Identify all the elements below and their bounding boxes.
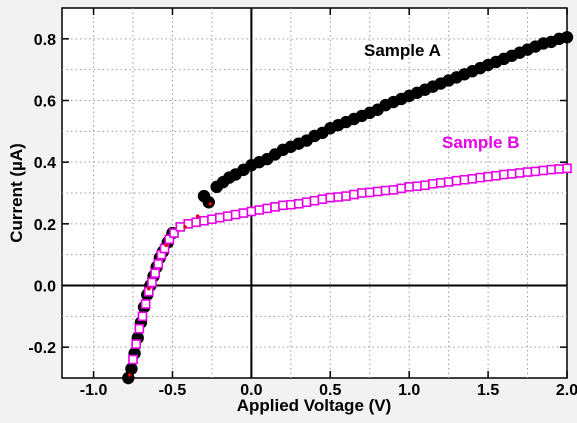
sample-b-point	[137, 311, 148, 322]
sample-b-point	[380, 185, 391, 196]
sample-b-point	[467, 174, 478, 184]
sample-b-point	[150, 268, 160, 278]
series-1	[128, 163, 572, 365]
sample-b-point	[317, 194, 328, 204]
sample-b-point	[254, 205, 265, 215]
sample-b-point	[364, 187, 375, 198]
sample-b-point	[435, 178, 446, 188]
sample-a-point	[125, 362, 138, 375]
sample-b-point	[562, 163, 572, 174]
connector-point	[164, 243, 168, 248]
sample-b-point	[428, 178, 438, 189]
sample-b-point	[309, 195, 320, 206]
connector-point	[208, 201, 213, 206]
sample-a-point	[202, 196, 215, 209]
sample-b-point	[420, 180, 430, 191]
tick-labels: -1.0 -0.5 0.0 0.5 1.0 1.5 2.0 -0.2 0.0 0.2 0.4 0.6 0…	[28, 32, 577, 399]
sample-b-point	[128, 354, 138, 365]
series-label-sample-a: Sample A	[364, 41, 441, 60]
x-tick-label: 0.5	[319, 382, 341, 399]
sample-b-point	[286, 199, 296, 210]
x-tick-label: 0.0	[240, 382, 262, 399]
sample-b-point	[514, 168, 525, 178]
sample-b-point	[499, 169, 509, 180]
sample-b-point	[443, 177, 454, 187]
x-tick-label: 2.0	[556, 382, 577, 399]
sample-b-point	[215, 212, 225, 223]
sample-b-point	[333, 192, 343, 202]
y-tick-label: 0.8	[34, 32, 56, 49]
sample-b-point	[396, 183, 407, 194]
sample-b-point	[169, 228, 179, 238]
x-tick-label: 1.0	[398, 382, 420, 399]
connector-point	[146, 286, 151, 291]
sample-b-point	[538, 165, 549, 176]
y-tick-label: 0.4	[34, 155, 56, 172]
sample-b-point	[404, 182, 414, 192]
data-series	[122, 31, 574, 385]
sample-b-point	[262, 203, 272, 214]
sample-b-point	[140, 299, 151, 309]
y-tick-label: -0.2	[28, 340, 56, 357]
sample-b-point	[459, 174, 470, 185]
sample-b-point	[207, 214, 217, 225]
sample-b-point	[491, 170, 501, 181]
sample-b-point	[278, 200, 288, 211]
x-axis-label: Applied Voltage (V)	[237, 396, 392, 415]
sample-b-point	[199, 215, 209, 226]
y-tick-label: 0.6	[34, 94, 56, 111]
connector-point	[183, 225, 187, 229]
sample-b-point	[238, 208, 249, 218]
x-tick-label: -0.5	[159, 382, 187, 399]
sample-b-point	[357, 188, 367, 198]
sample-b-point	[388, 185, 399, 195]
sample-b-point	[522, 167, 533, 177]
sample-b-point	[222, 211, 233, 221]
grid	[62, 8, 567, 378]
sample-b-point	[293, 198, 304, 209]
sample-b-point	[147, 277, 157, 288]
y-tick-label: 0.2	[34, 217, 56, 234]
connector-point	[195, 214, 200, 218]
y-axis-label: Current (µA)	[7, 143, 26, 243]
sample-b-point	[153, 259, 164, 269]
sample-b-point	[554, 164, 564, 174]
sample-b-point	[159, 243, 170, 254]
sample-b-point	[483, 171, 493, 182]
connector-point	[128, 373, 132, 377]
sample-b-point	[372, 186, 383, 197]
x-tick-label: -1.0	[80, 382, 108, 399]
sample-b-point	[175, 222, 186, 232]
sample-b-point	[451, 175, 462, 186]
sample-b-point	[246, 206, 257, 217]
axis-ticks	[62, 8, 568, 378]
sample-b-point	[412, 181, 422, 192]
sample-a-point	[560, 31, 574, 44]
series-2	[128, 201, 213, 377]
sample-b-point	[530, 166, 541, 177]
sample-b-point	[301, 197, 312, 208]
sample-b-point	[475, 172, 486, 183]
y-tick-label: 0.0	[34, 279, 56, 296]
sample-b-point	[134, 323, 145, 334]
sample-b-point	[506, 169, 517, 179]
x-tick-label: 1.5	[477, 382, 499, 399]
series-label-sample-b: Sample B	[442, 133, 519, 152]
sample-b-point	[270, 202, 280, 212]
sample-b-point	[191, 217, 201, 228]
sample-b-point	[131, 339, 141, 349]
sample-b-point	[349, 189, 359, 200]
sample-b-point	[341, 191, 351, 201]
sample-b-point	[546, 164, 557, 175]
sample-b-point	[325, 192, 336, 203]
sample-b-point	[230, 209, 241, 220]
